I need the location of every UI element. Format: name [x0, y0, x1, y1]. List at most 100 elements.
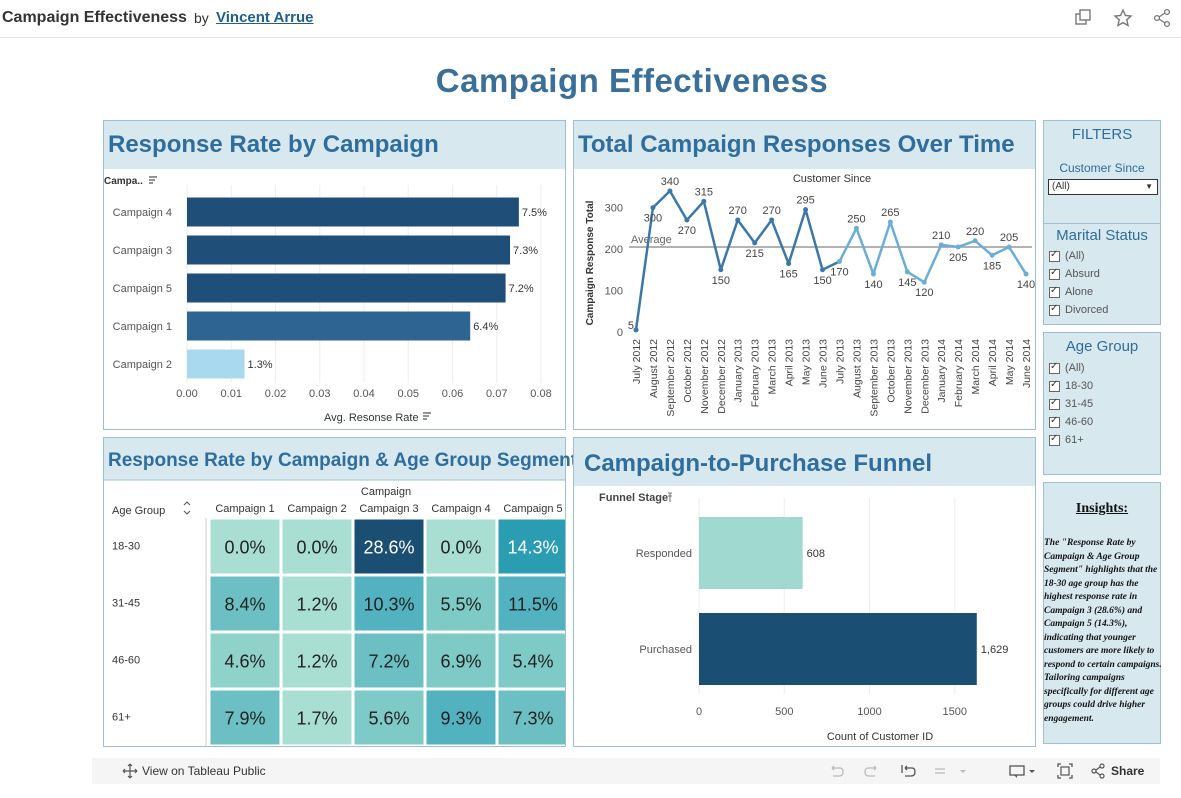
point-label: 250 — [847, 213, 865, 225]
y-tick-label: 100 — [605, 286, 623, 298]
cell-label: 5.6% — [368, 709, 409, 729]
chevron-down-icon[interactable] — [1027, 763, 1037, 779]
cell-label: 5.4% — [512, 652, 553, 672]
workbook-title: Campaign Effectiveness — [2, 9, 187, 26]
data-point — [972, 238, 978, 244]
chart-subtitle: Customer Since — [793, 173, 871, 185]
marital-all-checkbox[interactable]: (All) — [1049, 249, 1085, 262]
point-label: 150 — [712, 275, 730, 287]
series-line-segment — [787, 209, 807, 264]
cell-label: 7.3% — [512, 709, 553, 729]
share-nodes-icon[interactable] — [1152, 8, 1172, 28]
undo-icon[interactable] — [828, 763, 844, 779]
comment-icon[interactable] — [1009, 763, 1025, 779]
heatmap-cell — [282, 576, 352, 631]
x-tick-label: 0.06 — [442, 388, 463, 400]
data-point — [921, 279, 927, 285]
data-point — [803, 207, 809, 213]
cell-label: 9.3% — [440, 709, 481, 729]
series-line-segment — [941, 243, 959, 249]
age-all-checkbox[interactable]: (All) — [1049, 361, 1085, 374]
x-tick-label: 0.04 — [353, 388, 374, 400]
point-label: 215 — [746, 248, 764, 260]
share-nodes-icon[interactable] — [1090, 763, 1106, 779]
point-label: 5 — [628, 320, 634, 332]
checkbox-icon — [1049, 397, 1060, 410]
redo-icon[interactable] — [864, 763, 880, 779]
series-line-segment — [1007, 246, 1028, 275]
fullscreen-icon[interactable] — [1057, 763, 1073, 779]
y-tick-label: 200 — [605, 244, 623, 256]
x-tick-label: March 2014 — [970, 339, 982, 395]
by-label: by — [194, 10, 209, 26]
data-point — [938, 242, 944, 248]
x-tick-label: June 2014 — [1021, 339, 1033, 388]
x-tick-label: 0.01 — [221, 388, 242, 400]
checkbox-icon — [1049, 267, 1060, 280]
cell-label: 0.0% — [296, 538, 337, 558]
cell-label: 7.9% — [224, 709, 265, 729]
checkbox-icon — [1049, 379, 1060, 392]
customer-since-dropdown[interactable]: (All) ▼ — [1048, 179, 1158, 195]
funnel-panel: Campaign-to-Purchase Funnel Funnel Stage… — [573, 437, 1036, 747]
chevron-down-icon: ▼ — [1145, 182, 1153, 191]
data-point — [836, 259, 842, 264]
x-tick-label: July 2013 — [834, 339, 846, 384]
sort-icon — [183, 501, 191, 515]
point-label: 185 — [983, 260, 1001, 272]
revert-icon[interactable] — [900, 763, 916, 779]
x-tick-label: November 2012 — [699, 339, 711, 414]
heatmap-cell — [210, 633, 280, 688]
view-on-tableau-link[interactable]: View on Tableau Public — [142, 764, 266, 778]
age-46-60-checkbox[interactable]: 46-60 — [1049, 415, 1093, 428]
marital-absurd-checkbox[interactable]: Absurd — [1049, 267, 1100, 280]
heatmap-cell — [282, 690, 352, 745]
panel-header: Total Campaign Responses Over Time — [574, 121, 1035, 169]
heatmap-cell — [354, 690, 424, 745]
bottom-toolbar: View on Tableau Public Share — [92, 758, 1160, 784]
panel-header: Response Rate by Campaign — [104, 121, 565, 169]
bar — [187, 349, 245, 379]
author-link[interactable]: Vincent Arrue — [216, 9, 314, 26]
panel-title: Response Rate by Campaign & Age Group Se… — [108, 450, 578, 471]
heatmap-cell — [498, 519, 565, 574]
refresh-icon[interactable] — [932, 763, 948, 779]
data-point — [769, 217, 775, 223]
heatmap-cell — [210, 690, 280, 745]
column-label: Campaign 1 — [215, 503, 274, 515]
bar — [187, 273, 506, 303]
data-point — [667, 188, 673, 194]
series-line-segment — [889, 221, 909, 273]
sort-icon — [423, 412, 431, 420]
x-tick-label: 1500 — [943, 706, 967, 718]
marital-divorced-checkbox[interactable]: Divorced — [1049, 303, 1108, 316]
marital-alone-checkbox[interactable]: Alone — [1049, 285, 1093, 298]
chevron-down-icon[interactable] — [958, 763, 968, 779]
copy-icon[interactable] — [1073, 8, 1093, 28]
data-point — [955, 244, 961, 250]
share-button[interactable]: Share — [1111, 764, 1145, 778]
series-line-segment — [855, 227, 875, 275]
age-31-45-checkbox[interactable]: 31-45 — [1049, 397, 1093, 410]
cell-label: 7.2% — [368, 652, 409, 672]
sort-icon — [668, 492, 672, 502]
category-label: Responded — [636, 548, 692, 560]
x-tick-label: September 2012 — [665, 339, 677, 417]
point-label: 220 — [966, 226, 984, 238]
x-tick-label: 0.03 — [309, 388, 330, 400]
favorite-star-icon[interactable] — [1113, 8, 1133, 28]
age-18-30-checkbox[interactable]: 18-30 — [1049, 379, 1093, 392]
heatmap-cell — [498, 690, 565, 745]
series-line-segment — [804, 209, 824, 271]
x-tick-label: December 2012 — [716, 339, 728, 414]
y-tick-label: 300 — [605, 203, 623, 215]
series-line-segment — [668, 190, 688, 221]
series-line-segment — [957, 239, 976, 249]
x-tick-label: January 2014 — [936, 339, 948, 403]
age-61-plus-checkbox[interactable]: 61+ — [1049, 433, 1084, 446]
x-tick-label: July 2012 — [631, 339, 643, 384]
data-point — [752, 240, 758, 246]
data-point — [650, 205, 656, 211]
series-line-segment — [991, 245, 1010, 257]
cell-label: 1.2% — [296, 652, 337, 672]
